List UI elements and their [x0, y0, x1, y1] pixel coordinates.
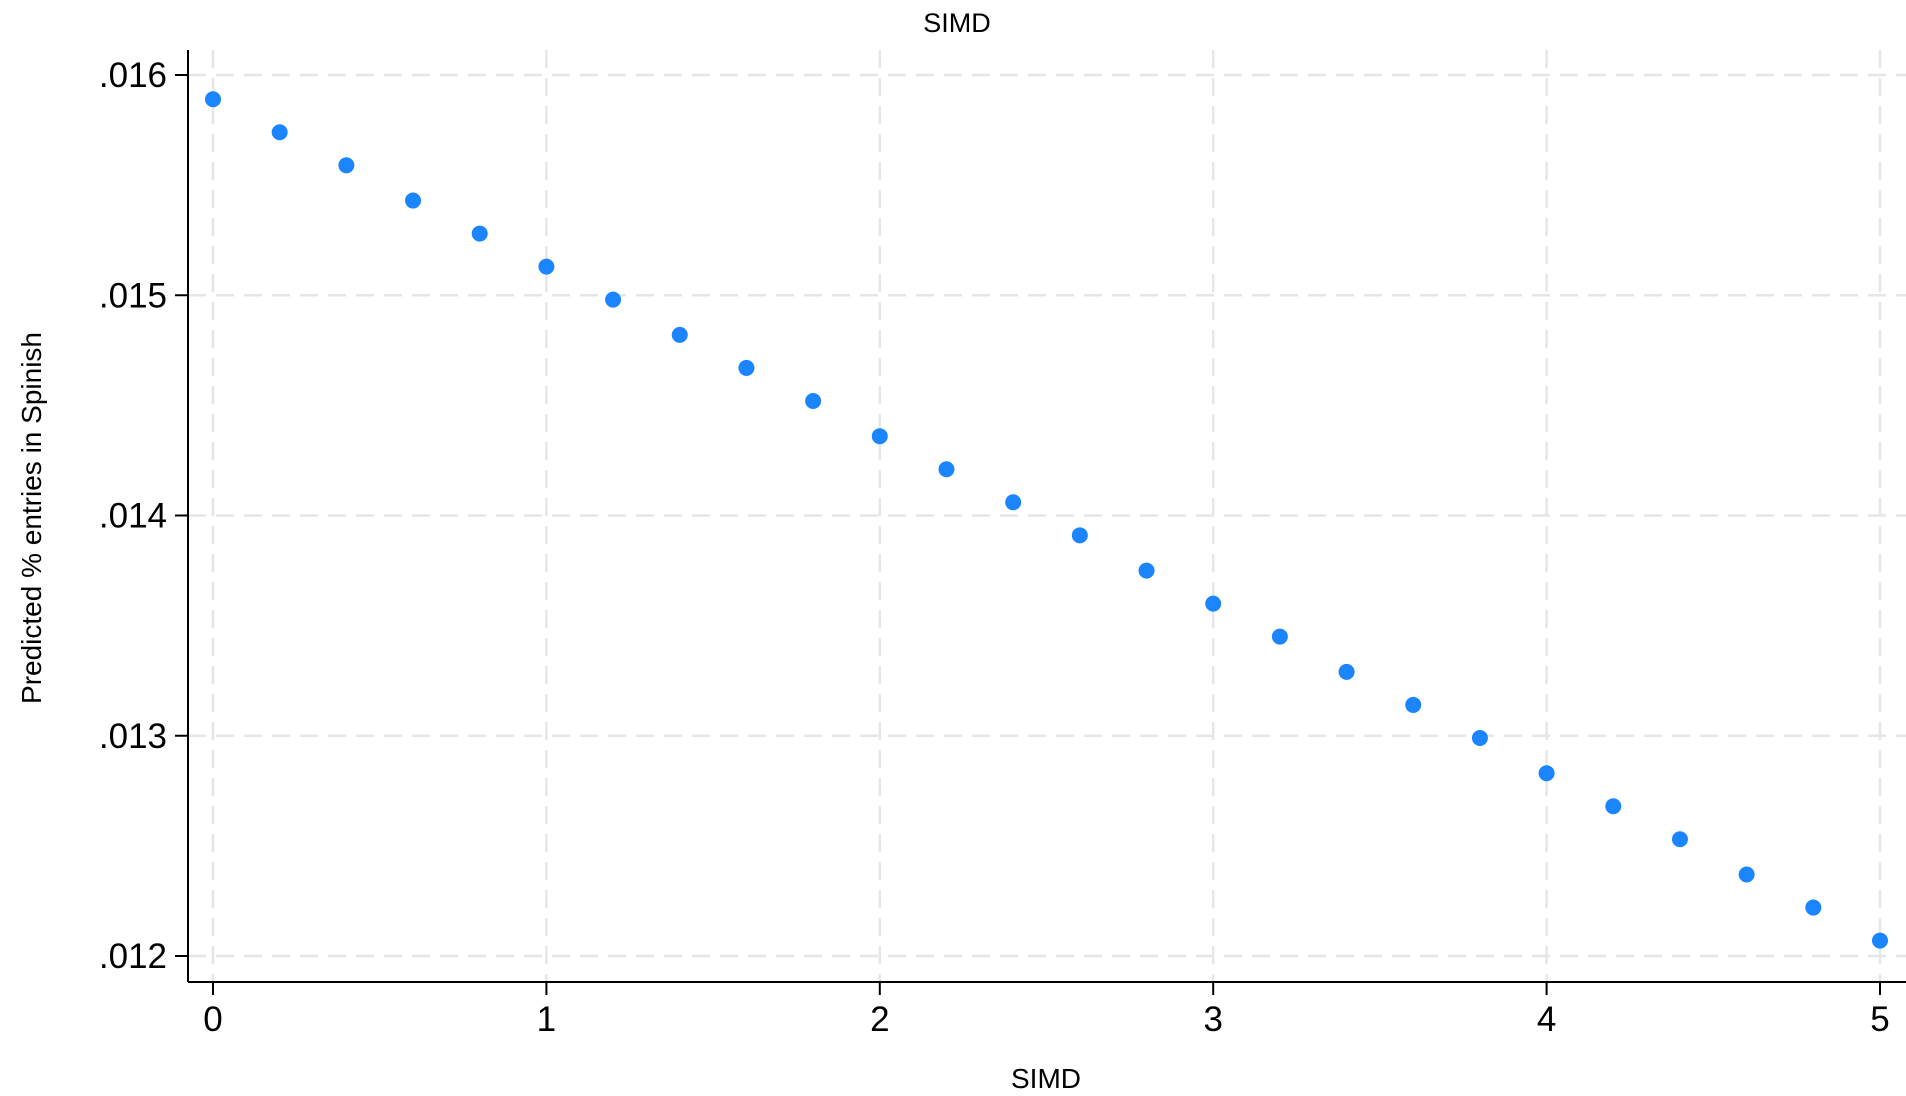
data-point-0-19 [1471, 729, 1488, 746]
data-point-0-25 [1872, 932, 1888, 949]
data-point-0-15 [1205, 595, 1222, 612]
x-tick-label-5: 5 [1870, 1000, 1889, 1039]
x-tick-label-2: 2 [870, 1000, 889, 1039]
data-point-0-9 [805, 392, 822, 409]
x-axis-label: SIMD [1011, 1063, 1081, 1094]
data-point-0-22 [1671, 831, 1688, 848]
y-tick-label-1: .013 [99, 717, 167, 756]
data-point-0-4 [471, 225, 488, 242]
y-tick-label-0: .012 [99, 937, 167, 976]
data-point-0-16 [1271, 628, 1288, 645]
data-point-0-5 [538, 258, 555, 275]
data-points [205, 91, 1888, 949]
x-tick-label-3: 3 [1203, 1000, 1222, 1039]
data-point-0-7 [671, 326, 688, 343]
grid-lines [188, 50, 1906, 982]
y-tick-label-3: .015 [99, 276, 167, 315]
data-point-0-12 [1005, 494, 1022, 511]
x-tick-label-1: 1 [537, 1000, 556, 1039]
y-axis-label: Predicted % entries in Spinish [16, 332, 47, 704]
data-point-0-1 [271, 124, 288, 141]
data-point-0-17 [1338, 663, 1355, 680]
data-point-0-10 [871, 428, 888, 445]
y-axis-ticks: .012 .013 .014 .015 .016 [99, 56, 188, 976]
data-point-0-0 [205, 91, 221, 108]
data-point-0-24 [1805, 899, 1822, 916]
data-point-0-6 [605, 291, 622, 308]
data-point-0-13 [1071, 527, 1088, 544]
data-point-0-21 [1605, 798, 1622, 815]
data-point-0-20 [1538, 765, 1555, 782]
y-tick-label-2: .014 [99, 497, 167, 536]
data-point-0-14 [1138, 562, 1155, 579]
x-tick-label-4: 4 [1537, 1000, 1556, 1039]
data-point-0-3 [405, 192, 422, 209]
data-point-0-23 [1738, 866, 1755, 883]
data-point-0-18 [1405, 696, 1422, 713]
data-point-0-11 [938, 461, 955, 478]
x-tick-label-0: 0 [203, 1000, 222, 1039]
data-point-0-2 [338, 157, 355, 174]
x-axis-ticks: 0 1 2 3 4 5 [203, 982, 1890, 1039]
data-point-0-8 [738, 359, 755, 376]
y-tick-label-4: .016 [99, 56, 167, 95]
chart-title: SIMD [923, 8, 991, 38]
